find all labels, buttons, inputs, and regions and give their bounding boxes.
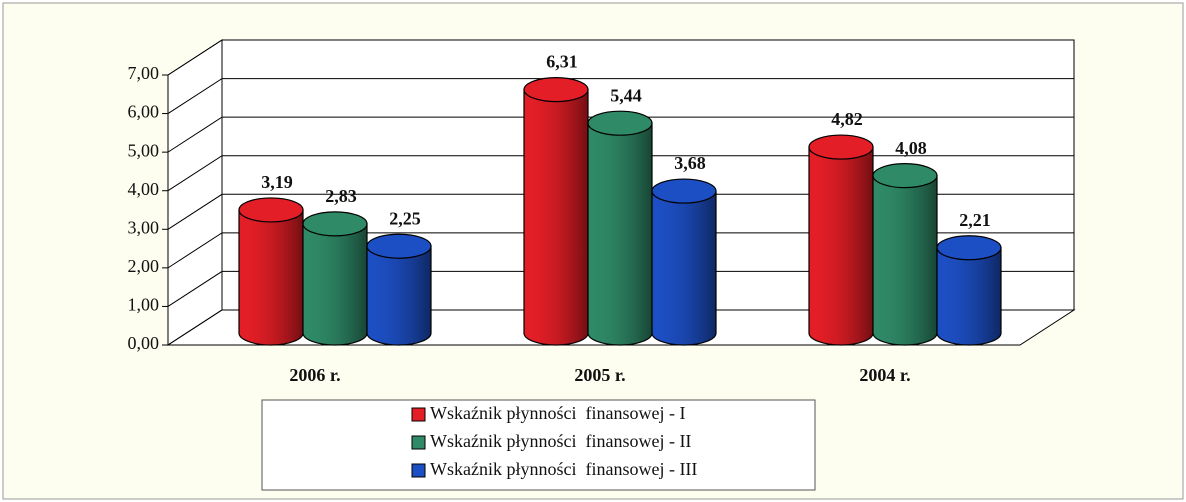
cylinder-top [366,233,432,259]
grid-line [167,155,1074,192]
grid-line [167,309,1074,346]
x-tick-label: 2005 r. [574,365,625,385]
grid-line [167,116,1074,153]
y-tick-label: 4,00 [128,179,160,199]
cylinder-shade [873,175,937,345]
y-tick-label: 2,00 [128,256,160,276]
cylinder-shade [239,209,303,345]
legend-swatch [411,463,426,478]
value-label: 3,68 [674,153,706,173]
grid-line [167,78,1074,114]
cylinder-top [808,134,874,160]
value-label: 2,21 [959,210,991,230]
legend-swatch [411,407,426,422]
grid-line [167,270,1074,307]
legend-label: Wskaźnik płynności finansowej - II [430,431,691,451]
x-tick-label: 2006 r. [289,365,340,385]
x-tick-label: 2004 r. [859,365,910,385]
cylinder-shade [809,147,873,345]
cylinder-top [302,211,368,237]
cylinder-top [936,235,1002,261]
y-tick-label: 3,00 [128,217,160,237]
side-wall [167,39,223,346]
value-label: 4,08 [895,138,927,158]
value-label: 4,82 [831,109,863,129]
y-tick-label: 1,00 [128,295,160,315]
cylinder-top [523,77,589,103]
cylinder-top [872,163,938,189]
value-label: 2,83 [325,186,357,206]
cylinder-shade [652,191,716,345]
cylinder-shade [588,123,652,346]
y-tick-label: 5,00 [128,140,160,160]
legend-label: Wskaźnik płynności finansowej - III [430,459,697,479]
y-tick-label: 6,00 [128,102,160,122]
grid-line [167,39,1074,76]
legend-label: Wskaźnik płynności finansowej - I [430,403,685,423]
legend-swatch [411,435,426,450]
y-tick-label: 7,00 [128,63,160,83]
cylinder-shade [524,89,588,345]
value-label: 2,25 [389,208,421,228]
grid-line [167,193,1074,230]
value-label: 3,19 [261,172,293,192]
cylinder-shade [367,246,431,345]
cylinder-shade [937,247,1001,345]
legend-box [261,399,816,491]
cylinder-shade [303,223,367,345]
cylinder-top [587,110,653,136]
y-tick-label: 0,00 [128,333,160,353]
value-label: 5,44 [610,85,642,105]
grid-line [167,232,1074,269]
value-label: 6,31 [546,52,578,72]
cylinder-top [651,178,717,204]
cylinder-top [238,197,304,223]
